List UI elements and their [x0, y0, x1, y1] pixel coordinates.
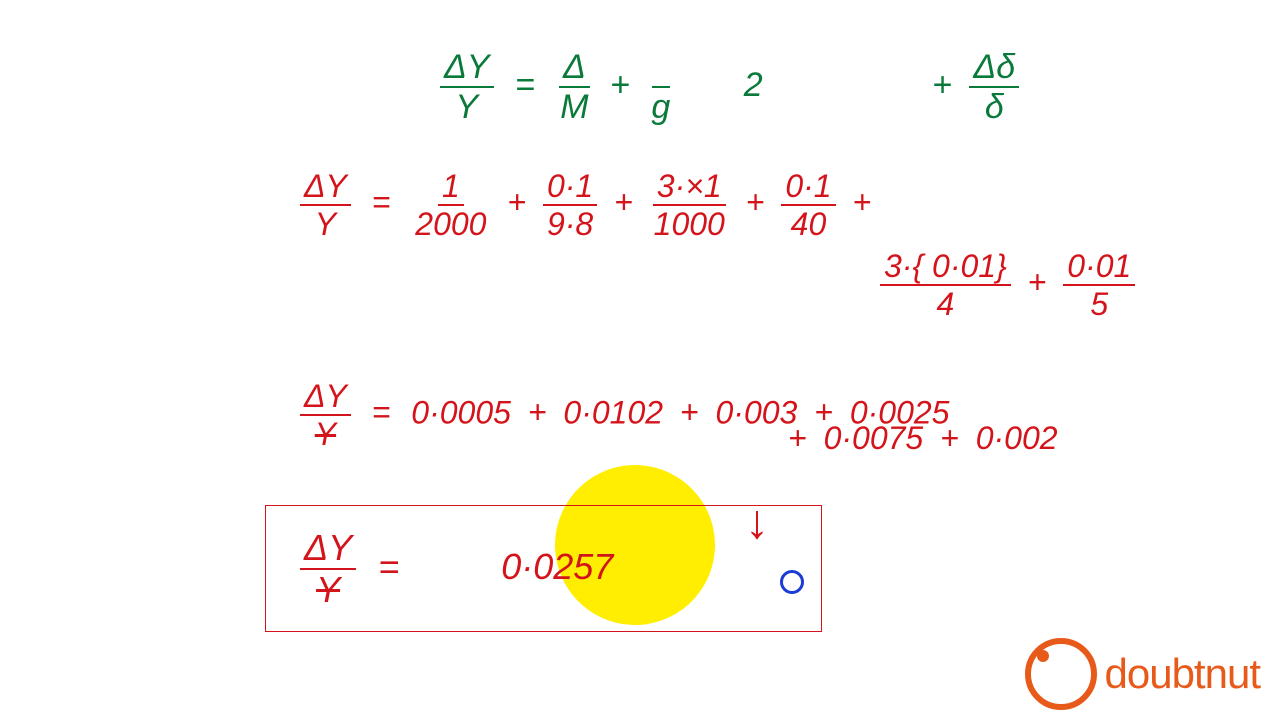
- l3-lhs-den: Y: [311, 416, 340, 450]
- result-equation: ΔYY = 0·0257: [300, 530, 613, 608]
- l1-lhs-den: Y: [451, 88, 482, 124]
- l1-t1-den: M: [556, 88, 592, 124]
- logo: doubtnut: [1025, 638, 1261, 710]
- l2-t5-num: 3·{ 0·01}: [880, 250, 1011, 286]
- l2-lhs-num: ΔY: [300, 170, 351, 206]
- l1-t4-den: δ: [981, 88, 1008, 124]
- l1-lhs-num: ΔY: [440, 50, 494, 88]
- equation-line-3b: + 0·0075 + 0·002: [780, 420, 1058, 457]
- l2-t6-num: 0·01: [1063, 250, 1135, 286]
- l2-t1-num: 1: [438, 170, 464, 206]
- l2-t6-den: 5: [1086, 286, 1112, 320]
- l3-t6: 0·002: [976, 420, 1058, 456]
- equation-line-1: ΔYY = ΔM + g 2 + Δδδ: [440, 50, 1019, 124]
- logo-text: doubtnut: [1105, 650, 1261, 698]
- equation-line-2b: 3·{ 0·01}4 + 0·015: [880, 250, 1135, 320]
- l2-t2-num: 0·1: [543, 170, 597, 206]
- l3-t1: 0·0005: [411, 394, 511, 430]
- l2-t3-num: 3·×1: [653, 170, 726, 206]
- l2-t4-den: 40: [787, 206, 831, 240]
- l3-lhs-num: ΔY: [300, 380, 351, 416]
- l2-t2-den: 9·8: [543, 206, 597, 240]
- l1-mid: 2: [744, 66, 763, 104]
- equation-line-2a: ΔYY = 12000 + 0·19·8 + 3·×11000 + 0·140 …: [300, 170, 879, 240]
- res-lhs-den: Y: [312, 570, 344, 608]
- res-value: 0·0257: [501, 546, 613, 587]
- logo-icon: [1025, 638, 1097, 710]
- l2-t3-den: 1000: [650, 206, 729, 240]
- l2-lhs-den: Y: [311, 206, 340, 240]
- l1-t4-num: Δδ: [969, 50, 1019, 88]
- cursor-icon: [780, 570, 804, 594]
- l2-t5-den: 4: [932, 286, 958, 320]
- l3-t2: 0·0102: [563, 394, 663, 430]
- res-lhs-num: ΔY: [300, 530, 356, 570]
- l2-t4-num: 0·1: [781, 170, 835, 206]
- l3-t5: 0·0075: [824, 420, 924, 456]
- l1-t1-num: Δ: [559, 50, 590, 88]
- l1-t2-den: g: [647, 88, 674, 124]
- arrow-mark: ↓: [745, 495, 769, 550]
- l2-t1-den: 2000: [411, 206, 490, 240]
